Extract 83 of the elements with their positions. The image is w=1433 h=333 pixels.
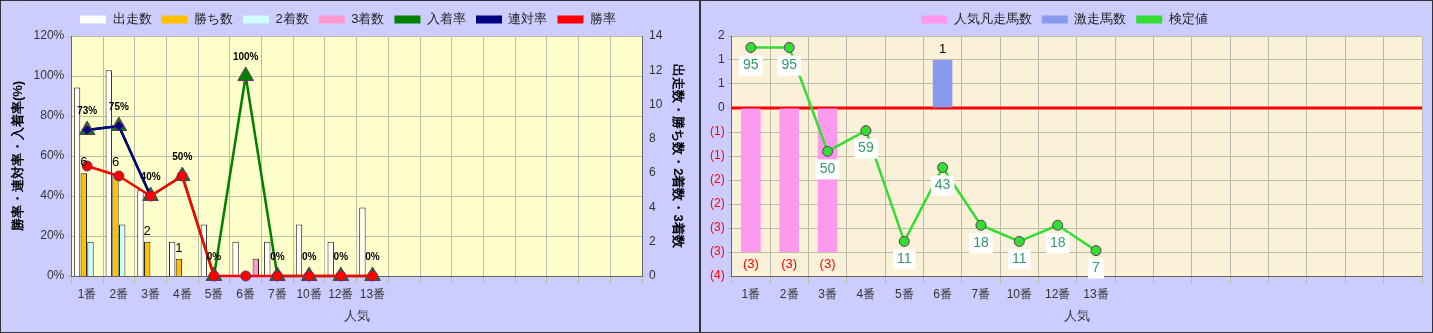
data-label: 1 [938,41,947,57]
x-tick-label: 7番 [268,286,287,301]
x-tick-label: 6番 [236,286,256,301]
data-label: 95 [781,56,798,73]
x-tick-label: 10番 [296,286,322,301]
y-tick-label: 100% [33,68,65,83]
x-tick-label: 4番 [172,286,192,301]
y-tick-label: 80% [40,108,65,123]
data-label: 18 [1049,234,1066,251]
x-tick-label: 12番 [328,286,354,301]
data-label: 2 [143,222,151,238]
data-label: 95 [743,56,759,73]
y-tick-label: 60% [40,148,65,163]
y-tick-label: (3) [709,220,725,235]
data-label: (3) [742,256,759,272]
data-label: 6 [111,154,120,170]
x-tick-label: 2番 [109,286,129,301]
legend-label: 激走馬数 [1074,11,1127,27]
data-label: 1 [175,239,183,255]
data-label: 18 [973,234,989,251]
y-tick-label: 120% [33,28,65,43]
x-tick-label: 5番 [204,286,224,301]
legend-label: 出走数 [112,11,152,27]
y-tick-label: 1 [717,52,725,67]
x-tick-label: 13番 [359,286,386,301]
data-label: 100% [232,50,259,62]
y-tick-label: (1) [709,124,725,139]
y-tick-label: (1) [709,148,725,163]
y-tick-label: 20% [40,228,65,243]
data-label: 0% [365,250,380,262]
data-label: (3) [781,256,798,272]
x-tick-label: 7番 [971,286,991,301]
data-label: 0% [301,250,317,262]
x-tick-label: 13番 [1083,286,1109,301]
data-label: 43 [934,176,951,193]
y2-tick-label: 12 [649,62,663,77]
data-label: 11 [896,250,912,267]
x-tick-label: 3番 [141,286,160,301]
y2-tick-label: 14 [649,28,663,43]
y-tick-label: (2) [709,196,725,211]
x-tick-label: 1番 [741,286,761,301]
legend-label: 人気凡走馬数 [953,11,1032,27]
x-tick-label: 5番 [894,286,914,301]
y2-tick-label: 8 [649,131,657,146]
legend-label: 連対率 [508,11,548,27]
y2-tick-label: 6 [649,165,657,180]
y-tick-label: 2 [717,28,725,43]
data-label: 0% [333,250,349,262]
y2-tick-label: 2 [649,234,657,249]
x-axis-title: 人気 [1063,307,1090,323]
x-tick-label: 12番 [1044,286,1071,301]
data-label: (3) [819,256,836,272]
y2-tick-label: 0 [649,268,657,283]
x-axis-title: 人気 [343,307,370,323]
legend-label: 2着数 [275,11,309,27]
y2-tick-label: 4 [649,199,657,214]
y-tick-label: 0% [46,268,65,283]
legend-label: 検定値 [1168,11,1208,27]
x-tick-label: 1番 [77,286,97,301]
y-tick-label: (2) [709,172,725,187]
data-label: 11 [1012,250,1027,267]
data-label: 73% [77,104,98,116]
legend-label: 入着率 [426,11,466,27]
data-label: 59 [858,139,874,156]
legend-label: 勝ち数 [194,11,234,27]
y-tick-label: (3) [709,244,725,259]
x-tick-label: 10番 [1006,286,1032,301]
y-tick-label: 40% [40,188,65,203]
x-tick-label: 2番 [779,286,799,301]
data-label: 7 [1092,259,1101,276]
y2-tick-label: 10 [649,96,663,111]
y2-axis-title: 出走数・勝ち数・2着数・3着数 [670,64,686,249]
y-tick-label: 1 [717,76,725,91]
legend-label: 勝率 [589,11,616,27]
x-tick-label: 6番 [933,286,952,301]
x-tick-label: 3番 [818,286,837,301]
y-tick-label: (4) [709,268,725,283]
y-tick-label: 0 [717,100,725,115]
data-label: 50 [819,160,836,177]
data-label: 50% [172,150,193,162]
x-tick-label: 4番 [856,286,876,301]
legend-label: 3着数 [351,11,385,27]
y-axis-title: 勝率・連対率・入着率(%) [10,80,26,233]
